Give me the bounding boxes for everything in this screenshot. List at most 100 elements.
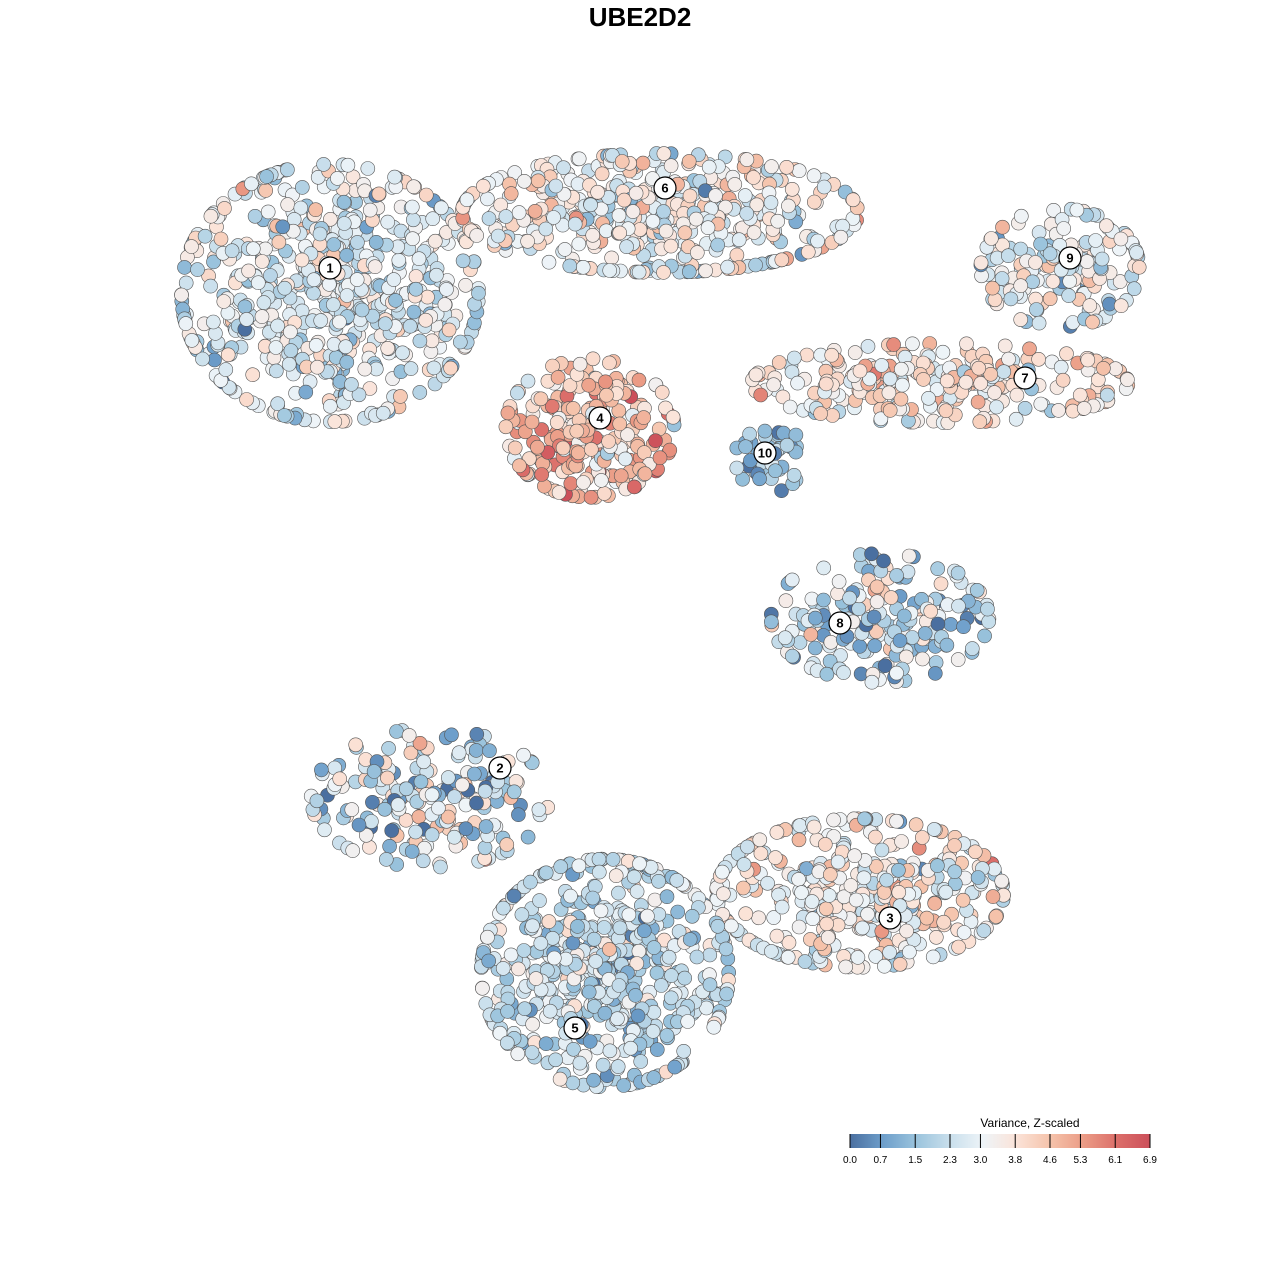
cell-point — [766, 910, 782, 925]
cell-point — [681, 154, 697, 169]
cell-point — [524, 1045, 540, 1060]
cell-point — [601, 434, 616, 449]
cell-point — [908, 817, 924, 833]
cell-point — [477, 840, 493, 856]
cell-point — [619, 239, 634, 254]
cell-point — [562, 258, 578, 274]
cell-point — [466, 766, 482, 782]
cell-point — [270, 318, 285, 334]
cell-point — [806, 819, 822, 835]
cell-point — [976, 923, 992, 938]
cell-point — [548, 178, 564, 194]
cell-point — [662, 442, 678, 458]
cell-point — [569, 423, 585, 439]
cell-point — [740, 839, 755, 855]
cell-point — [706, 1019, 722, 1035]
cell-point — [753, 387, 769, 403]
cell-point — [791, 872, 806, 887]
cell-point — [879, 872, 894, 888]
cell-point — [1001, 351, 1016, 367]
cell-point — [656, 146, 672, 161]
cell-point — [527, 204, 543, 219]
cell-point — [1056, 221, 1071, 236]
cell-point — [368, 235, 384, 250]
cell-point — [964, 641, 980, 656]
cell-point — [532, 893, 547, 908]
cell-point — [458, 821, 474, 837]
cell-point — [270, 396, 286, 412]
cell-point — [511, 205, 527, 220]
cell-point — [1008, 411, 1024, 427]
cell-point — [511, 961, 526, 977]
cell-point — [405, 212, 421, 228]
cell-point — [928, 929, 944, 945]
cell-point — [823, 634, 839, 650]
cell-point — [1100, 387, 1115, 403]
cell-point — [591, 864, 607, 880]
cluster-label-1: 1 — [318, 256, 342, 280]
cell-point — [277, 280, 293, 296]
cell-point — [506, 784, 522, 800]
cell-point — [1072, 387, 1088, 403]
cell-point — [408, 824, 423, 840]
cell-point — [405, 231, 420, 246]
cell-point — [380, 214, 396, 230]
cell-point — [729, 460, 745, 476]
cell-point — [779, 437, 795, 453]
cell-point — [784, 572, 800, 588]
cell-point — [351, 817, 367, 833]
cell-point — [239, 392, 254, 407]
cell-point — [548, 1052, 563, 1068]
cell-point — [336, 194, 352, 210]
cell-point — [1082, 298, 1098, 313]
cell-point — [938, 884, 954, 900]
cell-point — [424, 827, 440, 843]
cell-point — [645, 214, 661, 229]
cell-point — [314, 762, 329, 778]
cell-point — [437, 297, 453, 312]
cell-point — [581, 984, 597, 1000]
cell-point — [588, 954, 604, 969]
cell-point — [670, 904, 686, 920]
cell-point — [415, 853, 431, 869]
cell-point — [956, 619, 971, 635]
cell-point — [293, 200, 309, 216]
cell-point — [883, 590, 899, 605]
cell-point — [985, 889, 1001, 904]
cell-point — [549, 415, 565, 430]
cell-point — [357, 361, 373, 377]
cell-point — [1055, 372, 1071, 388]
cell-point — [718, 941, 734, 957]
cell-point — [263, 268, 278, 283]
cell-point — [306, 285, 321, 301]
cluster-label-5: 5 — [563, 1016, 587, 1040]
cell-point — [868, 859, 884, 874]
cell-point — [810, 233, 825, 249]
cell-point — [632, 856, 647, 872]
cell-point — [848, 892, 864, 908]
cell-point — [753, 846, 769, 861]
cell-point — [612, 920, 628, 936]
cell-point — [930, 561, 946, 577]
cell-point — [1022, 341, 1037, 357]
cell-point — [1053, 359, 1069, 375]
cell-point — [350, 235, 365, 250]
cell-point — [988, 909, 1004, 924]
cell-point — [245, 367, 260, 383]
cell-point — [520, 829, 536, 845]
cell-point — [950, 652, 966, 667]
cell-point — [1126, 281, 1142, 297]
cell-point — [826, 812, 841, 828]
cell-point — [818, 901, 834, 917]
legend-tick-label: 5.3 — [1073, 1155, 1087, 1166]
cell-point — [781, 935, 797, 950]
cell-point — [241, 263, 256, 279]
cell-point — [362, 381, 378, 396]
cell-point — [585, 228, 601, 243]
cell-point — [339, 354, 355, 370]
cell-point — [943, 617, 959, 632]
cell-point — [613, 468, 629, 484]
cell-point — [217, 201, 232, 216]
cell-point — [836, 665, 851, 680]
cell-point — [806, 168, 822, 183]
